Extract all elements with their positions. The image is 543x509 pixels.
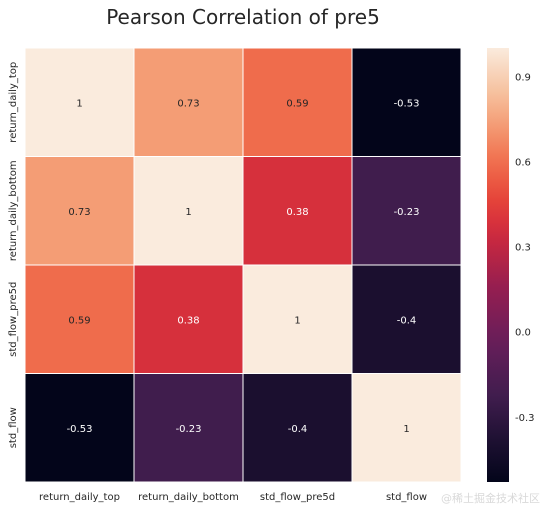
cell-value-label: 0.59 — [68, 315, 90, 326]
heatmap-cell — [133, 264, 244, 374]
heatmap-cell — [24, 373, 135, 483]
row-labels: return_daily_top return_daily_bottom std_f… — [8, 62, 19, 449]
colorbar-ticks: 0.9 0.6 0.3 0.0 -0.3 — [515, 72, 535, 423]
column-tick-label: return_daily_top — [39, 492, 120, 503]
heatmap-cell — [133, 373, 244, 483]
cell-value-label: 1 — [76, 98, 82, 109]
row-tick-label: std_flow_pre5d — [8, 282, 19, 357]
cell-value-label: 0.38 — [286, 207, 308, 218]
cell-value-label: -0.23 — [176, 424, 202, 435]
heatmap-cell — [351, 156, 462, 266]
column-labels: return_daily_top return_daily_bottom std_f… — [39, 492, 427, 503]
cell-value-label: 0.73 — [68, 207, 90, 218]
cell-value-label: -0.4 — [397, 315, 417, 326]
colorbar-tick-label: 0.0 — [515, 328, 531, 339]
heatmap-cell — [351, 264, 462, 374]
colorbar-tick-label: -0.3 — [515, 413, 535, 424]
column-tick-label: std_flow_pre5d — [260, 492, 335, 503]
colorbar-tick-label: 0.3 — [515, 243, 531, 254]
colorbar-tick-label: 0.6 — [515, 157, 531, 168]
heatmap-cells: 1 0.73 0.59 -0.53 0.73 1 0.38 -0.23 0.59 0.38 1 -0.… — [24, 47, 462, 483]
cell-value-label: 1 — [185, 207, 191, 218]
cell-value-label: 0.59 — [286, 98, 308, 109]
heatmap-cell — [242, 47, 353, 157]
heatmap-cell — [351, 373, 462, 483]
heatmap-cell — [24, 47, 135, 157]
column-tick-label: return_daily_bottom — [138, 492, 239, 503]
chart-title: Pearson Correlation of pre5 — [106, 5, 380, 29]
column-tick-label: std_flow — [386, 492, 427, 503]
watermark: @稀土掘金技术社区 — [441, 491, 540, 505]
cell-value-label: -0.23 — [394, 207, 420, 218]
heatmap-cell — [24, 156, 135, 266]
cell-value-label: 0.38 — [177, 315, 199, 326]
cell-value-label: 0.73 — [177, 98, 199, 109]
row-tick-label: return_daily_top — [8, 62, 19, 143]
heatmap-cell — [133, 47, 244, 157]
heatmap-cell — [242, 373, 353, 483]
row-tick-label: std_flow — [8, 407, 19, 448]
colorbar-tick-label: 0.9 — [515, 72, 531, 83]
heatmap-cell — [133, 156, 244, 266]
heatmap-cell — [351, 47, 462, 157]
cell-value-label: -0.53 — [394, 98, 420, 109]
cell-value-label: 1 — [403, 424, 409, 435]
row-tick-label: return_daily_bottom — [8, 160, 19, 261]
cell-value-label: -0.53 — [67, 424, 93, 435]
cell-value-label: 1 — [294, 315, 300, 326]
cell-value-label: -0.4 — [288, 424, 308, 435]
colorbar — [487, 48, 509, 482]
